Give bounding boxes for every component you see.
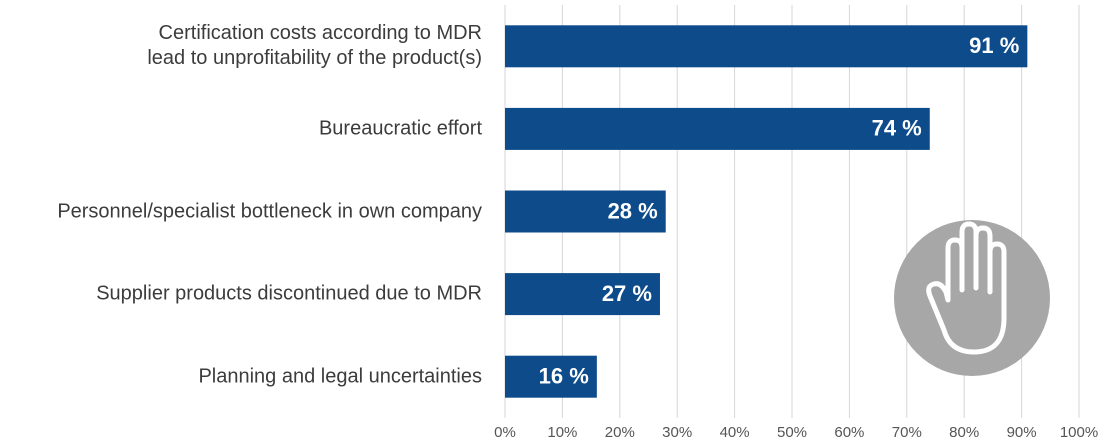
bar (505, 107, 930, 150)
value-label: 91 % (969, 33, 1019, 58)
x-tick-label: 0% (494, 424, 516, 441)
x-tick-label: 30% (662, 424, 692, 441)
category-label: Bureaucratic effort (318, 117, 482, 140)
value-label: 74 % (872, 116, 922, 141)
x-tick-label: 40% (720, 424, 750, 441)
bar (505, 25, 1028, 68)
category-label: Supplier products discontinued due to MD… (96, 282, 482, 305)
value-label: 28 % (608, 198, 658, 223)
x-tick-label: 100% (1060, 424, 1098, 441)
x-tick-label: 60% (834, 424, 864, 441)
bars: 91 % 74 % 28 % 27 % 16 % (505, 25, 1028, 398)
category-label: Certification costs according to MDR lea… (147, 22, 482, 70)
x-tick-label: 50% (777, 424, 807, 441)
x-tick-label: 70% (892, 424, 922, 441)
x-tick-label: 90% (1007, 424, 1037, 441)
value-label: 16 % (539, 364, 589, 389)
stop-hand-icon (894, 220, 1050, 376)
bar (505, 355, 597, 398)
value-label: 27 % (602, 281, 652, 306)
x-tick-label: 20% (605, 424, 635, 441)
category-label: Planning and legal uncertainties (198, 365, 482, 388)
x-tick-label: 10% (547, 424, 577, 441)
bar (505, 190, 666, 233)
bar (505, 273, 660, 316)
category-label: Personnel/specialist bottleneck in own c… (57, 200, 482, 222)
x-tick-label: 80% (949, 424, 979, 441)
